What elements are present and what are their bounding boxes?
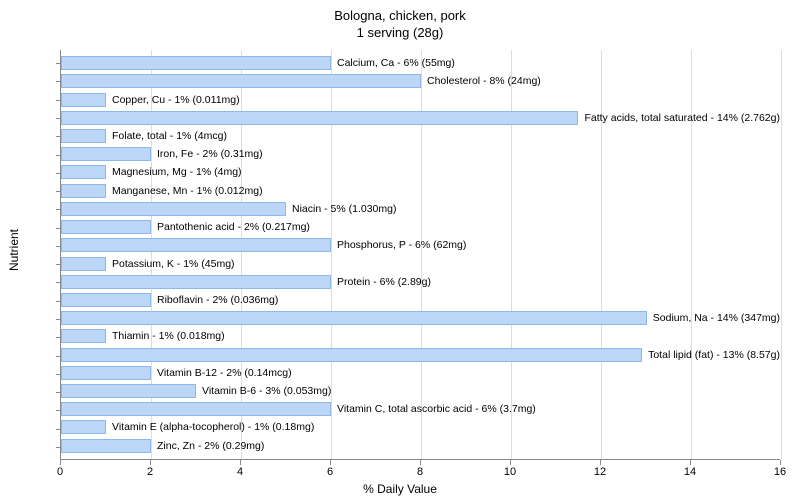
- bar-label: Vitamin C, total ascorbic acid - 6% (3.7…: [337, 403, 536, 415]
- bar-row: Manganese, Mn - 1% (0.012mg): [61, 183, 780, 198]
- bar-row: Phosphorus, P - 6% (62mg): [61, 238, 780, 253]
- x-tick-mark: [240, 460, 241, 465]
- bar-row: Folate, total - 1% (4mcg): [61, 128, 780, 143]
- bar-label: Vitamin B-6 - 3% (0.053mg): [202, 385, 331, 397]
- bar: [61, 93, 106, 107]
- bar-row: Niacin - 5% (1.030mg): [61, 201, 780, 216]
- bar-row: Fatty acids, total saturated - 14% (2.76…: [61, 110, 780, 125]
- bar-label: Cholesterol - 8% (24mg): [427, 75, 541, 87]
- bar: [61, 129, 106, 143]
- bar: [61, 420, 106, 434]
- bar-label: Magnesium, Mg - 1% (4mg): [112, 166, 242, 178]
- bar: [61, 439, 151, 453]
- bar: [61, 293, 151, 307]
- bar-row: Vitamin C, total ascorbic acid - 6% (3.7…: [61, 402, 780, 417]
- bar-label: Zinc, Zn - 2% (0.29mg): [157, 440, 264, 452]
- bar: [61, 366, 151, 380]
- bar-label: Total lipid (fat) - 13% (8.57g): [648, 349, 780, 361]
- x-tick-mark: [60, 460, 61, 465]
- bar-row: Sodium, Na - 14% (347mg): [61, 311, 780, 326]
- bar-label: Potassium, K - 1% (45mg): [112, 258, 235, 270]
- bar-row: Vitamin B-6 - 3% (0.053mg): [61, 384, 780, 399]
- x-tick-mark: [690, 460, 691, 465]
- bar-label: Pantothenic acid - 2% (0.217mg): [157, 221, 310, 233]
- bar-label: Iron, Fe - 2% (0.31mg): [157, 148, 263, 160]
- bar-row: Potassium, K - 1% (45mg): [61, 256, 780, 271]
- bar: [61, 165, 106, 179]
- x-tick-label: 6: [327, 466, 333, 478]
- title-line2: 1 serving (28g): [0, 25, 800, 42]
- bar: [61, 384, 196, 398]
- chart-title: Bologna, chicken, pork 1 serving (28g): [0, 0, 800, 42]
- bar-row: Vitamin B-12 - 2% (0.14mcg): [61, 365, 780, 380]
- bar: [61, 311, 647, 325]
- gridline: [781, 50, 782, 459]
- x-tick-label: 16: [774, 466, 786, 478]
- bar: [61, 257, 106, 271]
- title-line1: Bologna, chicken, pork: [0, 8, 800, 25]
- x-tick-label: 10: [504, 466, 516, 478]
- bar: [61, 202, 286, 216]
- bar: [61, 111, 578, 125]
- bar-label: Vitamin E (alpha-tocopherol) - 1% (0.18m…: [112, 421, 314, 433]
- bar-label: Copper, Cu - 1% (0.011mg): [112, 94, 240, 106]
- bar: [61, 275, 331, 289]
- bar-row: Iron, Fe - 2% (0.31mg): [61, 147, 780, 162]
- bar: [61, 348, 642, 362]
- plot-area: Calcium, Ca - 6% (55mg) Cholesterol - 8% …: [60, 50, 780, 460]
- bar-row: Vitamin E (alpha-tocopherol) - 1% (0.18m…: [61, 420, 780, 435]
- bar-row: Cholesterol - 8% (24mg): [61, 74, 780, 89]
- bar: [61, 184, 106, 198]
- bar-row: Magnesium, Mg - 1% (4mg): [61, 165, 780, 180]
- x-tick-mark: [330, 460, 331, 465]
- bar-row: Protein - 6% (2.89g): [61, 274, 780, 289]
- bar-label: Riboflavin - 2% (0.036mg): [157, 294, 278, 306]
- y-axis-label: Nutrient: [7, 229, 21, 271]
- bar: [61, 238, 331, 252]
- bar-label: Calcium, Ca - 6% (55mg): [337, 57, 455, 69]
- bar-row: Zinc, Zn - 2% (0.29mg): [61, 438, 780, 453]
- bar-row: Riboflavin - 2% (0.036mg): [61, 292, 780, 307]
- bar: [61, 74, 421, 88]
- bar-row: Pantothenic acid - 2% (0.217mg): [61, 220, 780, 235]
- bar-row: Copper, Cu - 1% (0.011mg): [61, 92, 780, 107]
- nutrient-chart: Bologna, chicken, pork 1 serving (28g) N…: [0, 0, 800, 500]
- bar: [61, 56, 331, 70]
- x-tick-label: 0: [57, 466, 63, 478]
- x-tick-label: 4: [237, 466, 243, 478]
- x-tick-mark: [510, 460, 511, 465]
- bar-label: Manganese, Mn - 1% (0.012mg): [112, 185, 263, 197]
- x-axis-ticks: 0246810121416: [60, 460, 780, 480]
- bar-label: Sodium, Na - 14% (347mg): [653, 312, 780, 324]
- x-tick-mark: [420, 460, 421, 465]
- bar-row: Total lipid (fat) - 13% (8.57g): [61, 347, 780, 362]
- bar-label: Fatty acids, total saturated - 14% (2.76…: [584, 112, 780, 124]
- bar-label: Folate, total - 1% (4mcg): [112, 130, 227, 142]
- x-tick-label: 14: [684, 466, 696, 478]
- x-tick-label: 8: [417, 466, 423, 478]
- bar: [61, 329, 106, 343]
- x-axis-label: % Daily Value: [363, 482, 437, 496]
- bar: [61, 147, 151, 161]
- bar-label: Thiamin - 1% (0.018mg): [112, 330, 225, 342]
- x-tick-mark: [780, 460, 781, 465]
- bars-group: Calcium, Ca - 6% (55mg) Cholesterol - 8% …: [61, 54, 780, 455]
- bar-label: Vitamin B-12 - 2% (0.14mcg): [157, 367, 292, 379]
- bar-label: Niacin - 5% (1.030mg): [292, 203, 396, 215]
- bar-label: Protein - 6% (2.89g): [337, 276, 431, 288]
- x-tick-mark: [150, 460, 151, 465]
- bar-row: Calcium, Ca - 6% (55mg): [61, 56, 780, 71]
- x-tick-label: 2: [147, 466, 153, 478]
- x-tick-mark: [600, 460, 601, 465]
- x-tick-label: 12: [594, 466, 606, 478]
- bar-label: Phosphorus, P - 6% (62mg): [337, 239, 466, 251]
- bar: [61, 402, 331, 416]
- bar-row: Thiamin - 1% (0.018mg): [61, 329, 780, 344]
- bar: [61, 220, 151, 234]
